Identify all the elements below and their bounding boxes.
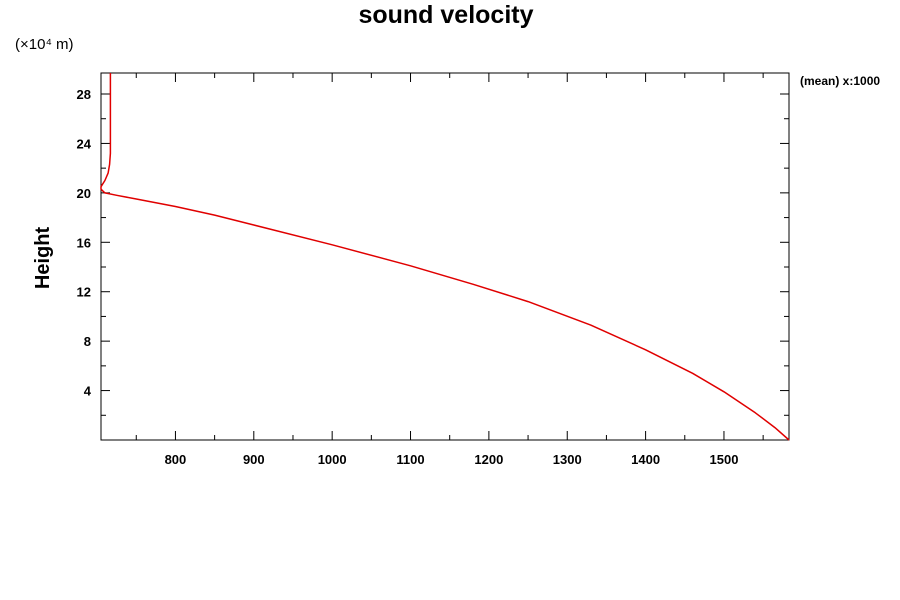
axis-tick-labels: 800 900 1000 1100 1200 1300 1400 1500 4 8 12 16 20 24… — [77, 87, 739, 467]
y-tick-label: 8 — [84, 334, 91, 349]
series-layer — [100, 73, 790, 441]
y-tick-label: 24 — [77, 136, 92, 151]
x-tick-label: 1500 — [710, 452, 739, 467]
x-tick-label: 800 — [165, 452, 187, 467]
axis-ticks — [101, 73, 789, 440]
x-tick-label: 1200 — [474, 452, 503, 467]
y-tick-label: 16 — [77, 235, 91, 250]
y-unit-label: (×10⁴ m) — [15, 36, 74, 53]
chart-title: sound velocity — [358, 1, 533, 29]
y-tick-label: 28 — [77, 87, 91, 102]
y-tick-label: 20 — [77, 186, 91, 201]
y-tick-label: 12 — [77, 285, 91, 300]
y-tick-label: 4 — [84, 384, 92, 399]
x-tick-label: 1300 — [553, 452, 582, 467]
x-tick-label: 1400 — [631, 452, 660, 467]
x-tick-label: 1100 — [396, 452, 424, 467]
x-tick-label: 900 — [243, 452, 265, 467]
y-axis-label: Height — [32, 227, 54, 290]
series-line — [100, 73, 790, 441]
x-tick-label: 1000 — [318, 452, 347, 467]
mean-scale-annotation: (mean) x:1000 — [800, 74, 880, 88]
plot-frame — [100, 72, 790, 441]
